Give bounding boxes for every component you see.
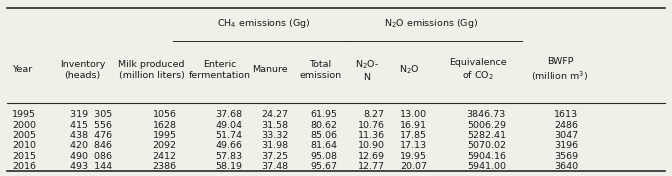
Text: 37.68: 37.68 xyxy=(215,110,243,119)
Text: BWFP
(million m$^3$): BWFP (million m$^3$) xyxy=(532,57,589,83)
Text: 490  086: 490 086 xyxy=(70,152,112,161)
Text: N$_2$O emissions (Gg): N$_2$O emissions (Gg) xyxy=(384,17,478,30)
Text: 12.77: 12.77 xyxy=(358,162,385,171)
Text: 2000: 2000 xyxy=(12,121,36,130)
Text: 415  556: 415 556 xyxy=(70,121,112,130)
Text: 2005: 2005 xyxy=(12,131,36,140)
Text: Equivalence
of CO$_2$: Equivalence of CO$_2$ xyxy=(449,58,507,82)
Text: 5941.00: 5941.00 xyxy=(467,162,506,171)
Text: 51.74: 51.74 xyxy=(216,131,243,140)
Text: 2015: 2015 xyxy=(12,152,36,161)
Text: 2412: 2412 xyxy=(153,152,177,161)
Text: 13.00: 13.00 xyxy=(400,110,427,119)
Text: 37.48: 37.48 xyxy=(261,162,288,171)
Text: Manure: Manure xyxy=(252,65,288,74)
Text: 37.25: 37.25 xyxy=(261,152,288,161)
Text: N$_2$O: N$_2$O xyxy=(399,64,420,76)
Text: 85.06: 85.06 xyxy=(310,131,337,140)
Text: 2092: 2092 xyxy=(153,141,177,150)
Text: 49.04: 49.04 xyxy=(216,121,243,130)
Text: 3846.73: 3846.73 xyxy=(466,110,506,119)
Text: 3640: 3640 xyxy=(554,162,579,171)
Text: 81.64: 81.64 xyxy=(310,141,337,150)
Text: 19.95: 19.95 xyxy=(400,152,427,161)
Text: Enteric
fermentation: Enteric fermentation xyxy=(188,60,251,80)
Text: 10.90: 10.90 xyxy=(358,141,385,150)
Text: 95.67: 95.67 xyxy=(310,162,337,171)
Text: 438  476: 438 476 xyxy=(70,131,112,140)
Text: 1056: 1056 xyxy=(153,110,177,119)
Text: CH$_4$ emissions (Gg): CH$_4$ emissions (Gg) xyxy=(217,17,310,30)
Text: 80.62: 80.62 xyxy=(310,121,337,130)
Text: 33.32: 33.32 xyxy=(261,131,288,140)
Text: N$_2$O-
N: N$_2$O- N xyxy=(355,58,379,81)
Text: 31.98: 31.98 xyxy=(261,141,288,150)
Text: 5904.16: 5904.16 xyxy=(467,152,506,161)
Text: 24.27: 24.27 xyxy=(261,110,288,119)
Text: 11.36: 11.36 xyxy=(358,131,385,140)
Text: 420  846: 420 846 xyxy=(70,141,112,150)
Text: 10.76: 10.76 xyxy=(358,121,385,130)
Text: 16.91: 16.91 xyxy=(400,121,427,130)
Text: 1613: 1613 xyxy=(554,110,579,119)
Text: Milk produced
(million liters): Milk produced (million liters) xyxy=(118,60,185,80)
Text: 2010: 2010 xyxy=(12,141,36,150)
Text: 3569: 3569 xyxy=(554,152,579,161)
Text: 1995: 1995 xyxy=(153,131,177,140)
Text: 57.83: 57.83 xyxy=(215,152,243,161)
Text: 3047: 3047 xyxy=(554,131,579,140)
Text: 5282.41: 5282.41 xyxy=(467,131,506,140)
Text: Total
emission: Total emission xyxy=(299,60,341,80)
Text: 319  305: 319 305 xyxy=(70,110,112,119)
Text: 493  144: 493 144 xyxy=(70,162,112,171)
Text: 61.95: 61.95 xyxy=(310,110,337,119)
Text: 2016: 2016 xyxy=(12,162,36,171)
Text: 5006.29: 5006.29 xyxy=(467,121,506,130)
Text: 58.19: 58.19 xyxy=(216,162,243,171)
Text: Inventory
(heads): Inventory (heads) xyxy=(60,60,105,80)
Text: 3196: 3196 xyxy=(554,141,579,150)
Text: 17.85: 17.85 xyxy=(400,131,427,140)
Text: 8.27: 8.27 xyxy=(364,110,385,119)
Text: 31.58: 31.58 xyxy=(261,121,288,130)
Text: 49.66: 49.66 xyxy=(216,141,243,150)
Text: 2486: 2486 xyxy=(554,121,579,130)
Text: 5070.02: 5070.02 xyxy=(467,141,506,150)
Text: 2386: 2386 xyxy=(153,162,177,171)
Text: 95.08: 95.08 xyxy=(310,152,337,161)
Text: 1995: 1995 xyxy=(12,110,36,119)
Text: 20.07: 20.07 xyxy=(400,162,427,171)
Text: 12.69: 12.69 xyxy=(358,152,385,161)
Text: 17.13: 17.13 xyxy=(400,141,427,150)
Text: 1628: 1628 xyxy=(153,121,177,130)
Text: Year: Year xyxy=(12,65,32,74)
